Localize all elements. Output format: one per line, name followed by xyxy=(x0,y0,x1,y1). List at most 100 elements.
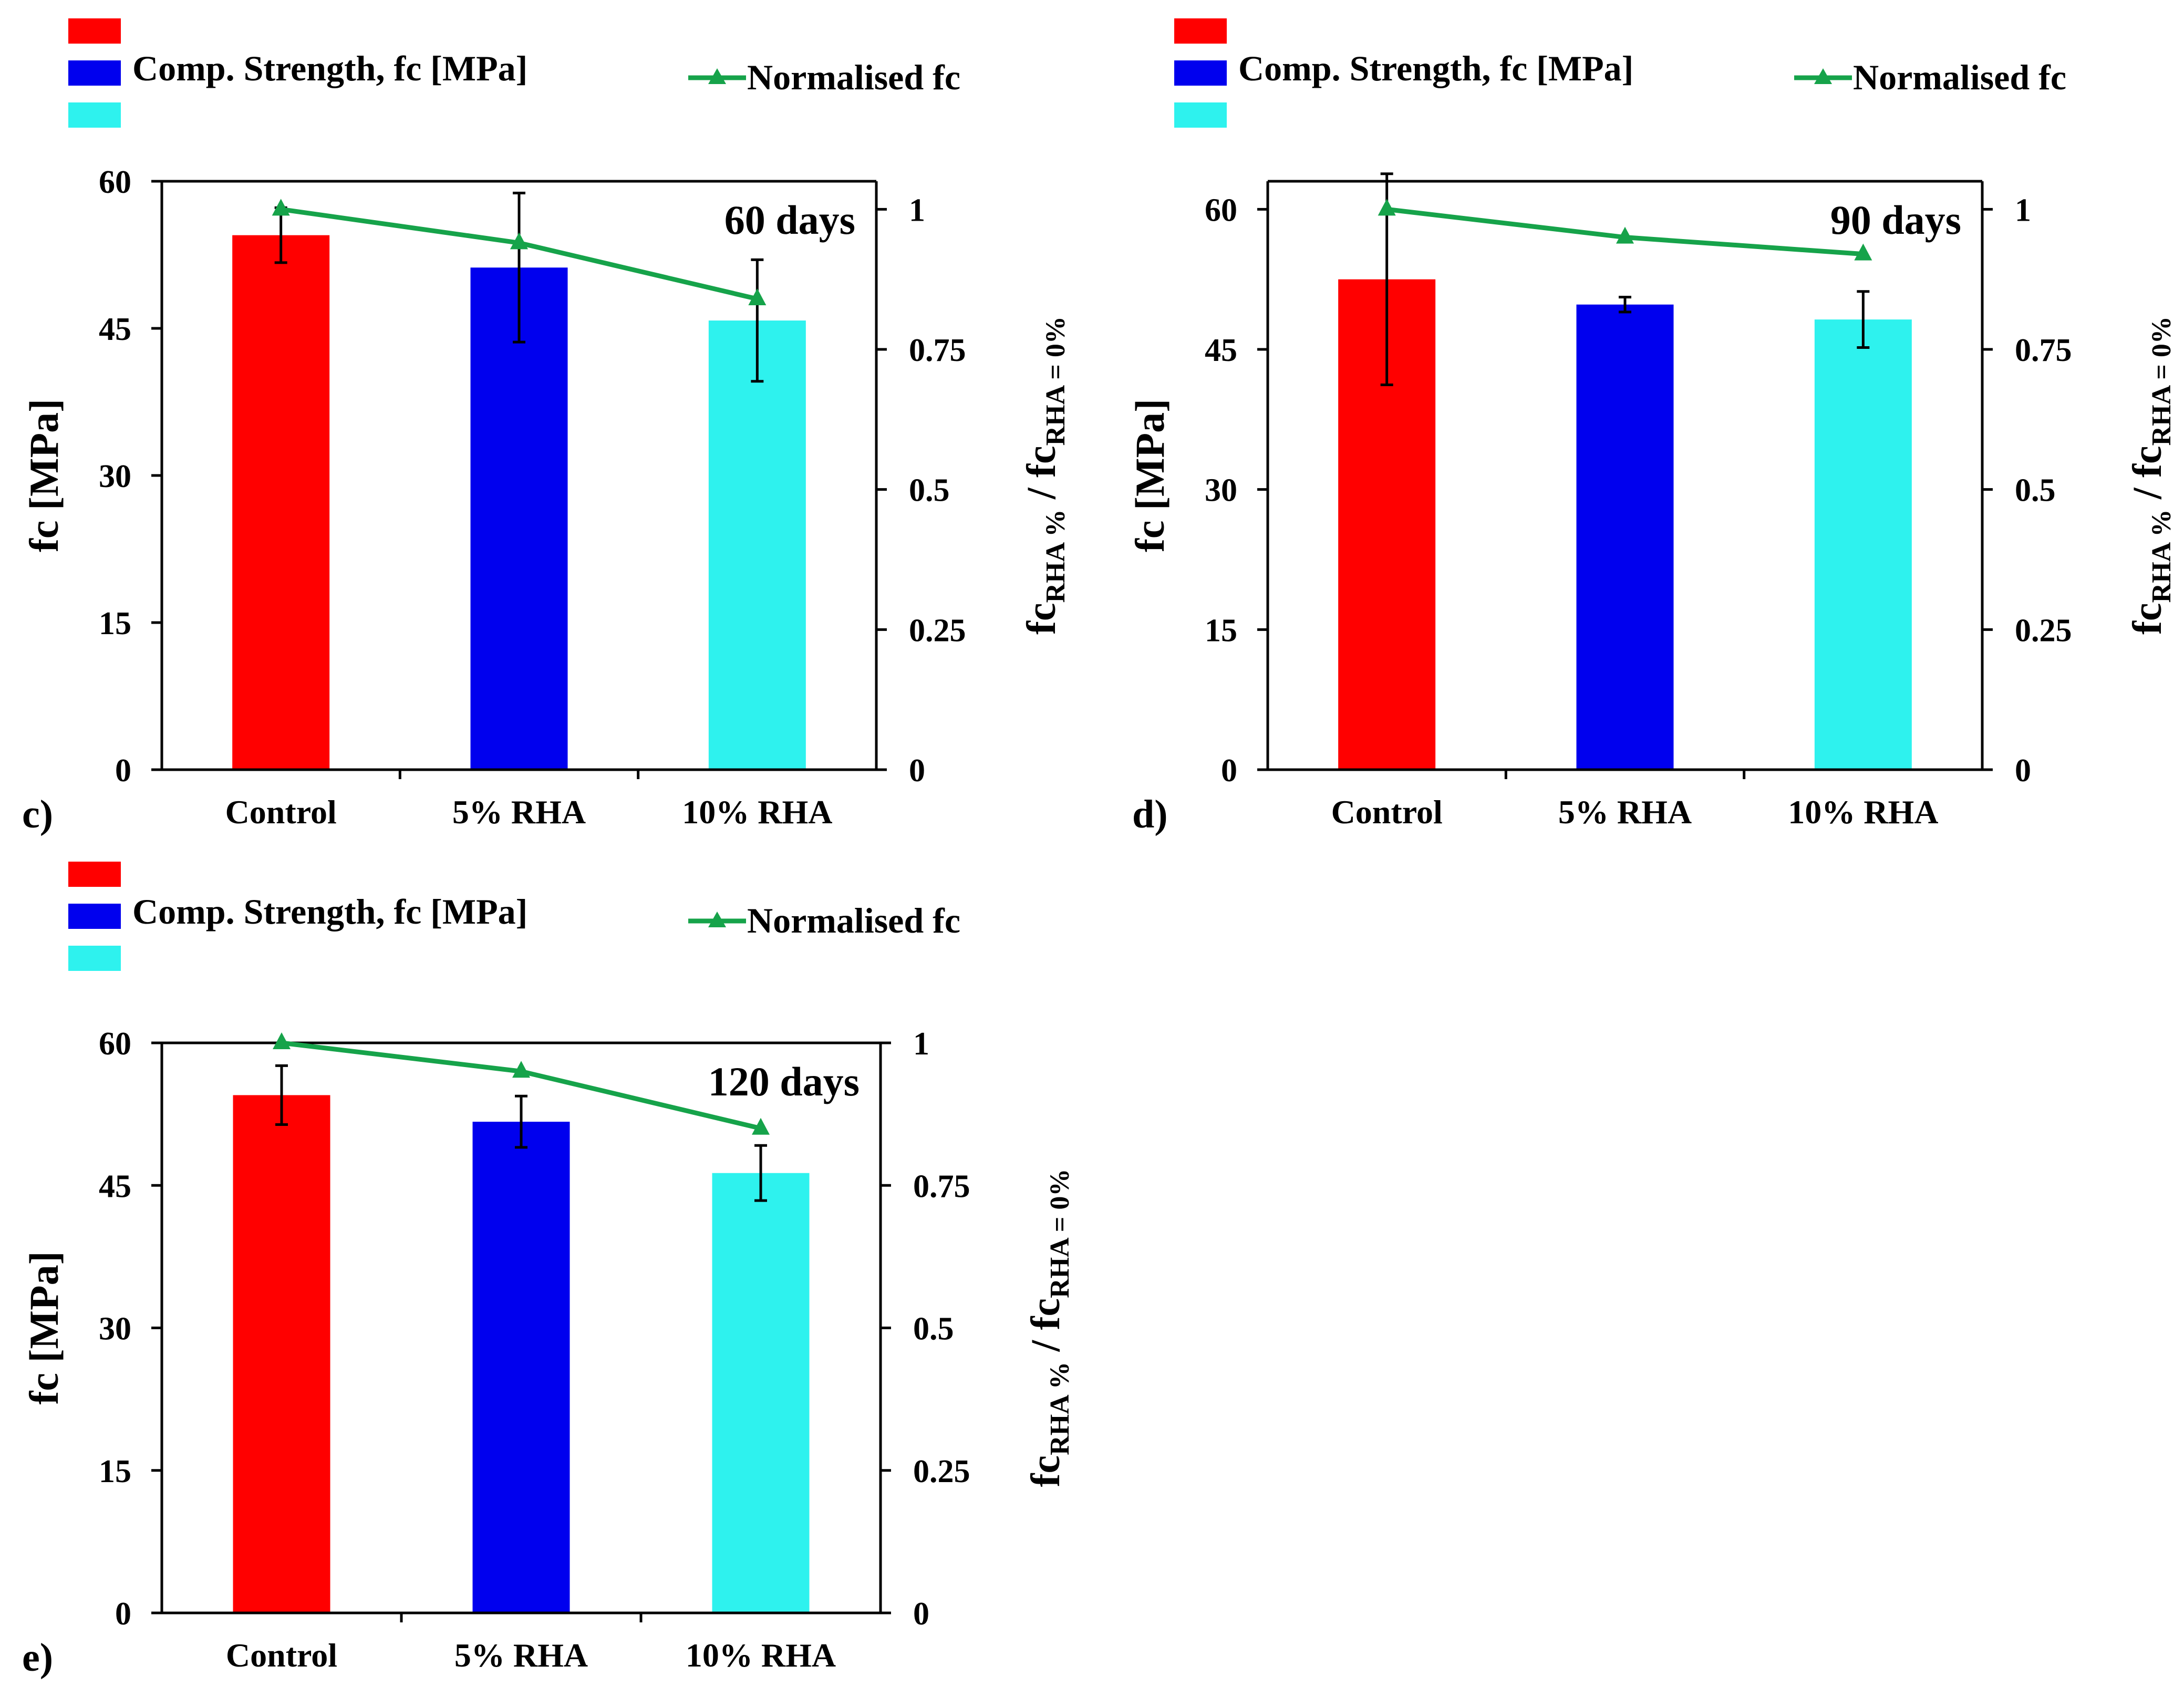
y2-axis-label-part-2: RHA % xyxy=(1045,1362,1075,1455)
y2-axis-label-part-3: / fc xyxy=(1018,446,1064,509)
x-tick-label: Control xyxy=(1331,793,1443,831)
y-tick-label: 30 xyxy=(1205,473,1237,509)
legend-swatch-2 xyxy=(68,60,121,86)
error-bar xyxy=(1619,295,1631,314)
y2-axis-label: fcRHA % / fcRHA = 0% xyxy=(2124,316,2177,635)
y-tick-label: 0 xyxy=(1221,753,1237,789)
y-tick-label: 15 xyxy=(99,606,131,641)
legend: Comp. Strength, fc [MPa] Normalised fc xyxy=(1174,18,2066,128)
legend: Comp. Strength, fc [MPa] Normalised fc xyxy=(68,18,960,128)
y2-axis-label-part-4: RHA = 0% xyxy=(1045,1169,1075,1298)
y2-axis-label: fcRHA % / fcRHA = 0% xyxy=(1018,316,1071,635)
chart-title: 120 days xyxy=(708,1059,860,1104)
chart-panel-3: Comp. Strength, fc [MPa] Normalised fc 0 1 5… xyxy=(21,862,1075,1680)
panel-label: c) xyxy=(22,792,53,836)
y-tick-label: 30 xyxy=(99,1311,131,1347)
bar-control xyxy=(232,235,330,770)
chart-panel-1: Comp. Strength, fc [MPa] Normalised fc015… xyxy=(21,18,1071,836)
y2-tick-label: 0 xyxy=(913,1596,929,1632)
bar-5-rha xyxy=(1576,304,1674,770)
y-tick-label: 45 xyxy=(99,312,131,347)
x-tick-label: 10% RHA xyxy=(686,1637,836,1674)
normalised-fc-point xyxy=(512,1061,530,1078)
normalised-fc-point xyxy=(510,232,528,250)
y2-tick-label: 0.25 xyxy=(2015,613,2072,648)
bar-5-rha xyxy=(472,1122,570,1613)
y2-tick-label: 0.25 xyxy=(909,613,966,648)
legend-bar-label: Comp. Strength, fc [MPa] xyxy=(132,892,527,932)
legend-line-label: Normalised fc xyxy=(747,901,960,940)
bar-5-rha xyxy=(470,267,568,770)
y-tick-label: 60 xyxy=(99,1026,131,1062)
x-tick-label: 5% RHA xyxy=(452,793,586,831)
normalised-fc-point xyxy=(1378,199,1396,216)
y2-axis-label-part-3: / fc xyxy=(1022,1298,1068,1362)
y-tick-label: 45 xyxy=(99,1168,131,1204)
y2-tick-label: 0.25 xyxy=(913,1454,970,1489)
normalised-fc-point xyxy=(748,288,767,305)
chart-title: 60 days xyxy=(724,197,855,243)
legend-swatch-2 xyxy=(1174,60,1227,86)
y-tick-label: 0 xyxy=(115,753,131,789)
y2-axis-label-part-3: / fc xyxy=(2124,446,2170,509)
y2-tick-label: 0.75 xyxy=(909,333,966,368)
normalised-fc-point xyxy=(272,199,290,216)
y2-axis-label-part-2: RHA % xyxy=(1041,510,1071,603)
error-bar xyxy=(275,1064,288,1126)
legend-line-label: Normalised fc xyxy=(1853,57,2066,97)
y2-axis-label-part-2: RHA % xyxy=(2147,510,2177,603)
legend-swatch-1 xyxy=(68,18,121,44)
y2-axis-label-part-1: fc xyxy=(1018,603,1064,635)
y2-axis-label-part-1: fc xyxy=(2124,603,2170,635)
y2-tick-label: 0.75 xyxy=(913,1168,970,1204)
x-tick-label: 5% RHA xyxy=(454,1637,588,1674)
legend-marker-icon xyxy=(708,68,726,84)
legend-marker-icon xyxy=(708,912,726,927)
y-tick-label: 45 xyxy=(1205,333,1237,368)
error-bar xyxy=(754,1144,767,1202)
y2-axis-label-part-4: RHA = 0% xyxy=(2147,316,2177,446)
y2-tick-label: 0.75 xyxy=(2015,333,2072,368)
x-tick-label: 10% RHA xyxy=(682,793,832,831)
y-tick-label: 60 xyxy=(1205,192,1237,228)
y2-tick-label: 1 xyxy=(2015,192,2031,228)
y2-tick-label: 0.5 xyxy=(913,1311,954,1347)
bar-10-rha xyxy=(712,1173,810,1613)
legend-swatch-3 xyxy=(68,946,121,971)
error-bar xyxy=(1857,290,1870,349)
chart-title: 90 days xyxy=(1830,197,1961,243)
error-bar xyxy=(515,1094,527,1149)
legend: Comp. Strength, fc [MPa] Normalised fc xyxy=(68,862,960,971)
legend-bar-label: Comp. Strength, fc [MPa] xyxy=(132,48,527,88)
normalised-fc-point xyxy=(273,1032,291,1049)
y-axis-label: fc [MPa] xyxy=(1127,399,1173,552)
normalised-fc-point xyxy=(1616,226,1634,244)
normalised-fc-point xyxy=(752,1117,770,1135)
legend-line-label: Normalised fc xyxy=(747,57,960,97)
y2-tick-label: 1 xyxy=(909,192,925,228)
y-tick-label: 60 xyxy=(99,164,131,200)
y2-tick-label: 0 xyxy=(909,753,925,789)
panel-label: d) xyxy=(1132,792,1168,836)
bar-10-rha xyxy=(708,320,806,770)
normalised-fc-point xyxy=(1854,243,1872,261)
legend-swatch-3 xyxy=(68,102,121,128)
legend-swatch-3 xyxy=(1174,102,1227,128)
error-bar xyxy=(513,191,525,344)
x-tick-label: 5% RHA xyxy=(1558,793,1692,831)
y2-tick-label: 1 xyxy=(913,1026,929,1062)
y2-tick-label: 0.5 xyxy=(909,473,950,509)
x-tick-label: Control xyxy=(225,793,337,831)
y-tick-label: 30 xyxy=(99,459,131,494)
y2-axis-label-part-1: fc xyxy=(1022,1455,1068,1487)
y2-axis-label: fcRHA % / fcRHA = 0% xyxy=(1022,1169,1075,1487)
chart-panel-2: Comp. Strength, fc [MPa] Normalised fc 0 1 5… xyxy=(1127,18,2177,836)
y2-tick-label: 0.5 xyxy=(2015,473,2056,509)
y-axis-label: fc [MPa] xyxy=(21,399,67,552)
y-tick-label: 0 xyxy=(115,1596,131,1632)
bar-control xyxy=(233,1095,330,1613)
x-tick-label: 10% RHA xyxy=(1788,793,1938,831)
y2-tick-label: 0 xyxy=(2015,753,2031,789)
panel-label: e) xyxy=(22,1636,53,1680)
